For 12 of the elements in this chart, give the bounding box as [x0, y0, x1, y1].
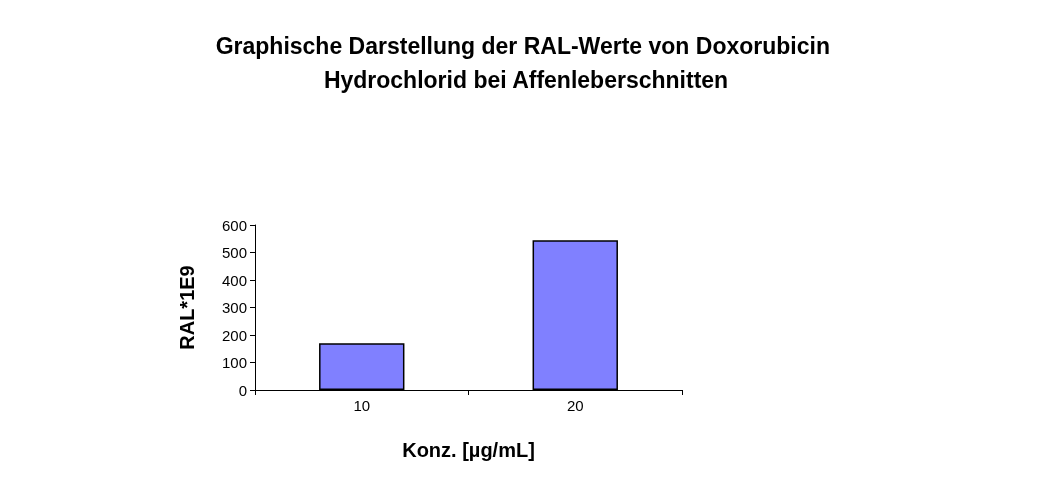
x-tick-label: 20 [566, 397, 584, 414]
y-tick-label: 200 [221, 326, 247, 344]
y-tick-label: 300 [221, 299, 247, 316]
x-tick-label: 10 [353, 397, 371, 414]
x-axis-title: Konz. [µg/mL] [402, 439, 535, 461]
y-tick-label: 500 [221, 244, 247, 261]
y-tick-label: 0 [238, 381, 247, 399]
chart-title: Graphische Darstellung der RAL-Werte von Doxorubicin Hydrochlorid bei Affenleberschnitten [215, 33, 837, 93]
y-tick-label: 100 [221, 354, 247, 371]
y-axis-title: RAL*1E9 [176, 265, 198, 350]
y-tick-label: 400 [221, 271, 247, 289]
y-tick-label: 600 [221, 216, 247, 234]
